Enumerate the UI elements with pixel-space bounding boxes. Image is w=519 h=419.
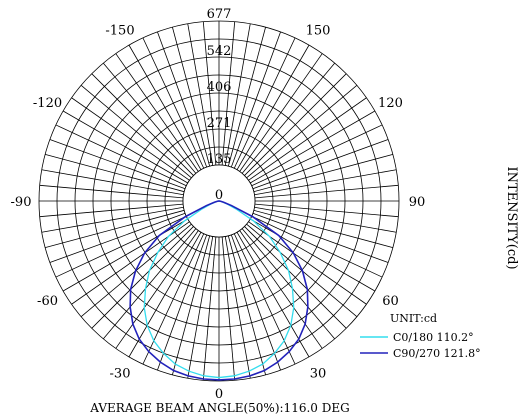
grid-spoke — [142, 37, 205, 169]
grid-spoke — [244, 226, 347, 329]
radial-tick-label: 271 — [207, 116, 232, 131]
grid-spoke — [254, 169, 397, 196]
unit-label: UNIT:cd — [390, 312, 437, 325]
grid-spoke — [128, 44, 202, 171]
grid-spoke — [221, 236, 236, 381]
radial-tick-label: 677 — [207, 7, 232, 22]
grid-spoke — [244, 73, 347, 176]
grid-spoke — [239, 230, 323, 349]
grid-spoke — [251, 124, 383, 187]
label-layer: 0 135 271 406 542 677 -150 150 -120 120 -90 90 -60 60… — [11, 7, 426, 402]
grid-spoke — [49, 139, 186, 190]
beam-angle-footer: AVERAGE BEAM ANGLE(50%):116.0 DEG — [89, 401, 349, 415]
grid-spoke — [62, 218, 189, 292]
grid-spoke — [39, 184, 184, 199]
grid-spoke — [187, 236, 214, 379]
angle-tick-label: -120 — [33, 96, 62, 111]
radial-tick-label: 542 — [207, 44, 232, 59]
angle-tick-label: 150 — [306, 24, 331, 39]
y-axis-label: INTENSITY(cd) — [504, 166, 519, 269]
grid-spoke — [39, 203, 184, 218]
grid-spoke — [202, 236, 217, 381]
grid-spoke — [102, 228, 197, 340]
grid-spoke — [249, 110, 376, 184]
grid-spoke — [41, 206, 184, 233]
grid-spoke — [241, 228, 336, 340]
angle-tick-label: 120 — [378, 96, 403, 111]
grid-spoke — [227, 27, 266, 167]
grid-spoke — [45, 154, 185, 193]
grid-spoke — [115, 53, 199, 172]
angle-tick-label: -150 — [105, 24, 134, 39]
legend-label-c0-180: C0/180 110.2° — [393, 331, 474, 344]
grid-spoke — [251, 215, 383, 278]
grid-spoke — [249, 218, 376, 292]
series-layer — [129, 200, 309, 381]
grid-spoke — [157, 234, 208, 371]
grid-spoke — [246, 84, 358, 179]
grid-spoke — [224, 23, 251, 166]
legend: UNIT:cd C0/180 110.2° C90/270 121.8° — [360, 312, 481, 360]
grid-spoke — [233, 233, 296, 365]
grid-spoke — [41, 169, 184, 196]
grid-spoke — [55, 215, 187, 278]
grid-spoke — [252, 139, 389, 190]
grid-spoke — [241, 62, 336, 174]
legend-label-c90-270: C90/270 121.8° — [393, 347, 481, 360]
radial-tick-label: 135 — [207, 152, 232, 167]
grid-spoke — [202, 21, 217, 166]
grid-spoke — [239, 53, 323, 172]
grid-spoke — [233, 37, 296, 169]
angle-tick-label: -90 — [11, 195, 32, 210]
radial-tick-label: 406 — [207, 80, 232, 95]
grid-spoke — [253, 154, 393, 193]
grid-spoke — [172, 27, 211, 167]
grid-spoke — [254, 206, 397, 233]
grid-spoke — [254, 184, 399, 199]
angle-tick-label: 90 — [409, 195, 426, 210]
angle-tick-label: -60 — [37, 294, 58, 309]
grid-spoke — [187, 23, 214, 166]
grid-spoke — [224, 236, 251, 379]
grid-spoke — [91, 73, 194, 176]
grid-spoke — [71, 97, 190, 181]
grid-spoke — [230, 234, 281, 371]
grid-spoke — [49, 212, 186, 263]
grid-spoke — [142, 233, 205, 365]
grid-spoke — [252, 212, 389, 263]
grid-spoke — [91, 226, 194, 329]
series-curve-0 — [143, 200, 295, 379]
angle-tick-label: 60 — [382, 294, 399, 309]
grid-spoke — [172, 235, 211, 375]
grid-spoke — [157, 31, 208, 168]
grid-spoke — [254, 203, 399, 218]
grid-spoke — [128, 231, 202, 358]
grid-spoke — [236, 231, 310, 358]
grid-spoke — [248, 97, 367, 181]
angle-tick-label: -30 — [110, 366, 131, 381]
angle-tick-label: 30 — [310, 366, 327, 381]
grid-spoke — [221, 21, 236, 166]
grid-spoke — [102, 62, 197, 174]
radial-tick-label: 0 — [215, 188, 223, 203]
angle-tick-label: 0 — [215, 387, 223, 402]
grid-spoke — [227, 235, 266, 375]
grid-spoke — [253, 209, 393, 248]
grid-spoke — [55, 124, 187, 187]
grid-spoke — [80, 84, 192, 179]
grid-spoke — [115, 230, 199, 349]
series-curve-1 — [129, 200, 309, 381]
grid-spoke — [230, 31, 281, 168]
grid-spoke — [45, 209, 185, 248]
grid-spoke — [236, 44, 310, 171]
grid-spoke — [62, 110, 189, 184]
